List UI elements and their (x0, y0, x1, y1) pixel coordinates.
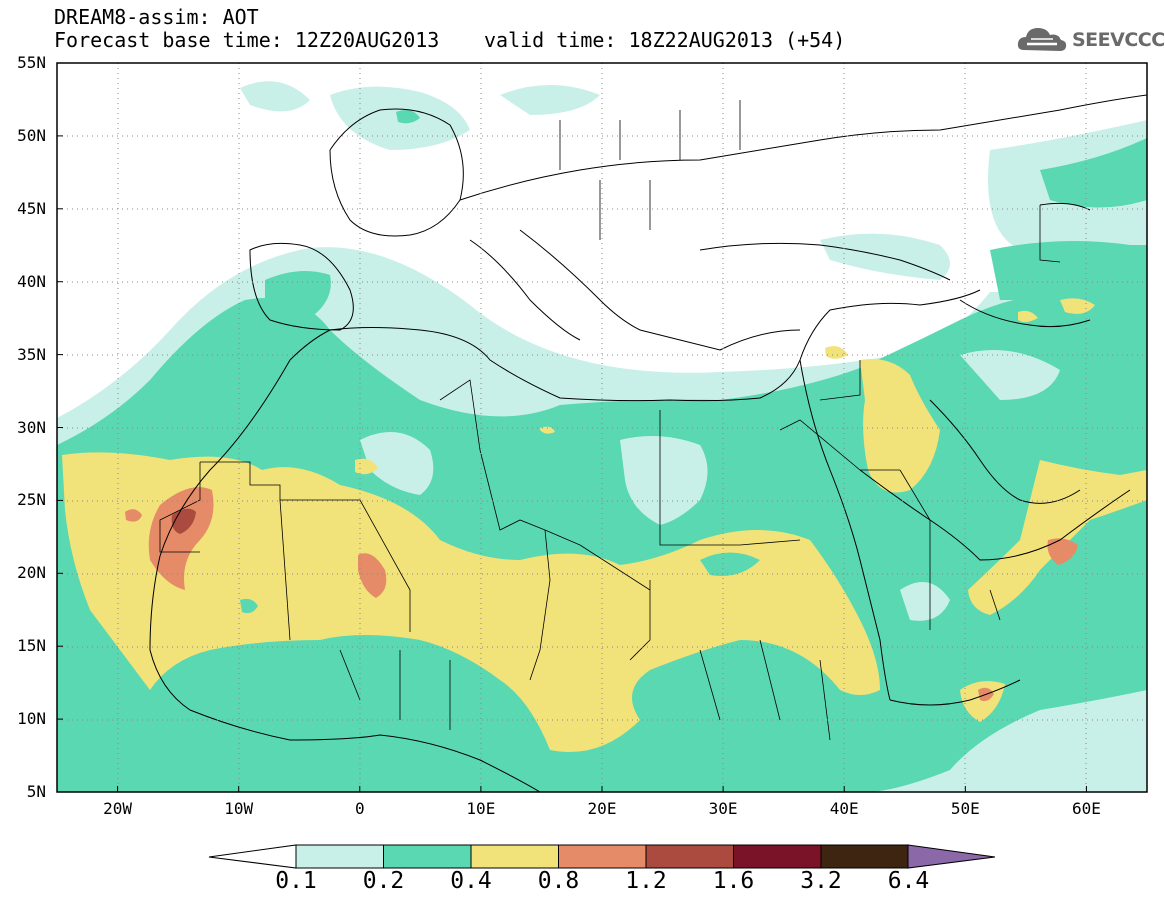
seevccc-logo: SEEVCCC (1016, 22, 1165, 58)
colorbar-label: 0.4 (450, 868, 492, 894)
aot-field-0.8 (125, 487, 1078, 702)
lon-label: 30E (708, 799, 738, 818)
title-product: DREAM8-assim: AOT (54, 5, 259, 29)
title-valid-time: valid time: 18Z22AUG2013 (+54) (484, 28, 846, 52)
lat-label: 45N (17, 198, 46, 218)
lon-label: 0 (354, 799, 365, 818)
lon-label: 10W (224, 799, 254, 818)
lon-label: 20E (587, 799, 617, 818)
title-base-time: Forecast base time: 12Z20AUG2013 (54, 28, 440, 52)
colorbar-label: 3.2 (800, 868, 842, 894)
lon-label: 60E (1071, 799, 1101, 818)
lon-label: 50E (950, 799, 980, 818)
lat-label: 55N (17, 53, 46, 72)
colorbar-low-arrow (208, 844, 297, 869)
lat-label: 25N (17, 490, 46, 510)
lat-label: 10N (17, 709, 46, 729)
axis-ticks (57, 62, 1087, 793)
colorbar-swatch (820, 844, 909, 869)
lat-label: 35N (17, 344, 46, 364)
colorbar-swatch (733, 844, 822, 869)
aot-field-0.1-holes (360, 350, 1060, 621)
lat-label: 30N (17, 417, 46, 437)
cloud-icon (1017, 28, 1067, 51)
colorbar-label: 0.2 (362, 868, 405, 894)
lat-label: 40N (17, 271, 46, 291)
country-borders (159, 100, 1061, 741)
lat-label: 5N (26, 782, 46, 801)
colorbar-label: 0.1 (275, 868, 317, 894)
lat-label: 15N (17, 636, 46, 656)
gridlines (57, 63, 1147, 792)
colorbar-swatch (383, 844, 472, 869)
colorbar-swatch (558, 844, 647, 869)
lon-label: 10E (466, 799, 496, 818)
aot-field-0.4 (62, 298, 1147, 752)
lat-label: 20N (17, 563, 46, 583)
colorbar-swatch (645, 844, 734, 869)
colorbar-label: 1.6 (712, 868, 755, 894)
logo-text: SEEVCCC (1072, 29, 1165, 51)
lat-label: 50N (17, 125, 46, 145)
colorbar-swatch (470, 844, 559, 869)
aot-field-0.2-patches (240, 503, 900, 614)
colorbar-label: 6.4 (887, 868, 930, 894)
colorbar-high-arrow (907, 844, 996, 869)
colorbar-swatch (295, 844, 384, 869)
colorbar-label: 0.8 (537, 868, 580, 894)
lon-label: 40E (829, 799, 859, 818)
lon-label: 20W (103, 799, 132, 818)
colorbar-label: 1.2 (625, 868, 667, 894)
coastlines (149, 94, 1147, 792)
